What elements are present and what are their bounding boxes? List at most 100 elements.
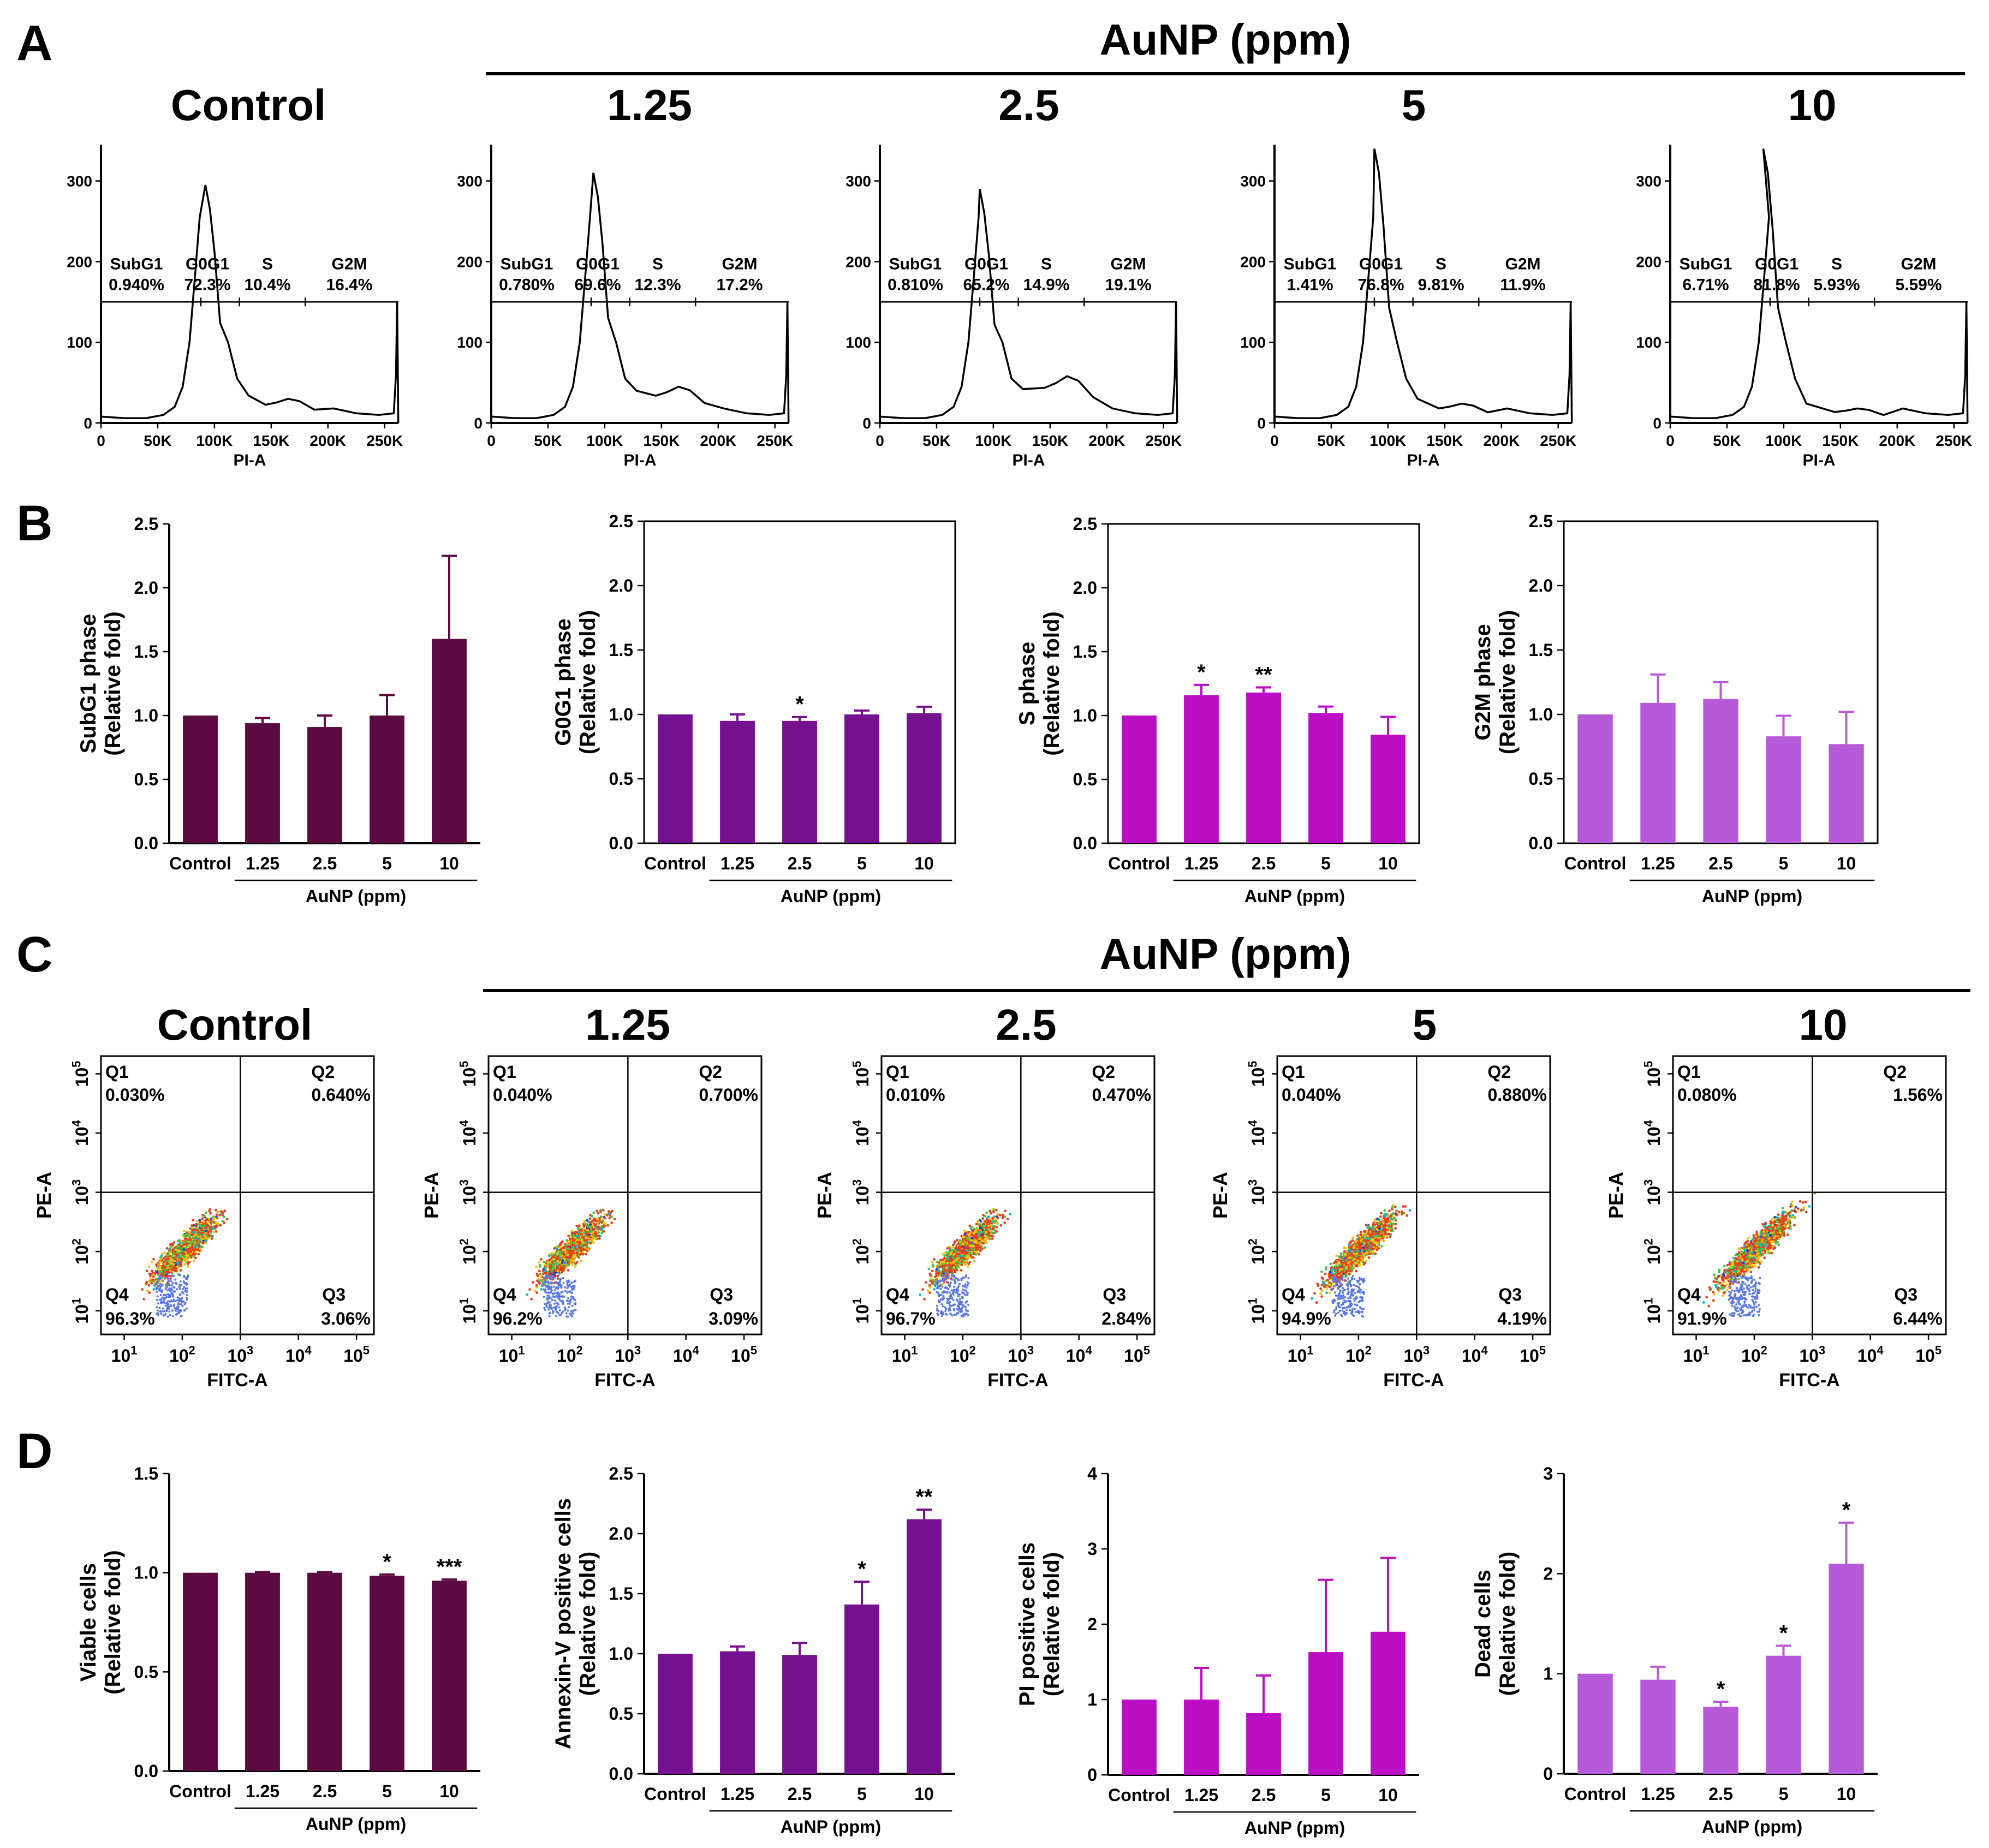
- scatter-point: [600, 1227, 604, 1230]
- scatter-point: [547, 1301, 550, 1303]
- scatter-point: [219, 1212, 223, 1215]
- scatter-point: [185, 1254, 188, 1257]
- gate-value: 5.59%: [1895, 276, 1942, 294]
- scatter-point: [571, 1312, 574, 1314]
- scatter-point: [184, 1235, 187, 1238]
- quadrant-value-q4: 96.2%: [493, 1309, 543, 1328]
- scatter-point: [565, 1315, 568, 1318]
- scatter-point: [150, 1281, 153, 1285]
- scatter-point: [574, 1303, 577, 1305]
- gate-value: 1.41%: [1287, 276, 1333, 294]
- scatter-point: [164, 1271, 166, 1274]
- scatter-point: [216, 1217, 219, 1220]
- quadrant-label-q4: Q4: [105, 1285, 129, 1304]
- scatter-point: [146, 1289, 149, 1292]
- panel-c-title-1-25: 1.25: [585, 1000, 670, 1049]
- scatter-point: [162, 1266, 165, 1269]
- panel-label-d: D: [16, 1423, 52, 1479]
- category-label: 2.5: [1252, 854, 1276, 873]
- scatter-point: [198, 1245, 200, 1248]
- scatter-point: [188, 1244, 192, 1247]
- scatter-point: [992, 1218, 996, 1221]
- scatter-point: [169, 1269, 172, 1272]
- scatter-point: [557, 1284, 560, 1286]
- scatter-point: [159, 1279, 162, 1283]
- scatter-point: [186, 1293, 188, 1296]
- x-tick-label: 200K: [309, 432, 346, 449]
- scatter-point: [188, 1247, 192, 1250]
- scatter-point: [565, 1280, 568, 1283]
- scatter-point: [559, 1299, 562, 1302]
- scatter-point: [556, 1282, 558, 1285]
- scatter-point: [182, 1252, 186, 1255]
- scatter-point: [549, 1292, 551, 1294]
- scatter-point: [186, 1297, 188, 1299]
- scatter-point: [571, 1263, 574, 1266]
- y-tick-label: 0: [84, 415, 92, 432]
- scatter-point: [931, 1269, 934, 1273]
- scatter-point: [597, 1225, 600, 1229]
- scatter-point: [189, 1250, 192, 1254]
- bar-1: [1640, 702, 1676, 843]
- scatter-point: [553, 1247, 556, 1250]
- gate-value: 0.940%: [109, 276, 164, 294]
- scatter-point: [556, 1269, 559, 1272]
- scatter-point: [586, 1233, 589, 1236]
- y-tick-label: 200: [845, 253, 871, 270]
- scatter-point: [171, 1253, 175, 1256]
- scatter-point: [566, 1248, 569, 1250]
- scatter-point: [170, 1280, 172, 1283]
- gate-label: S: [652, 255, 663, 273]
- scatter-point: [531, 1281, 534, 1284]
- bar-4: [1371, 735, 1406, 843]
- scatter-point: [215, 1213, 218, 1217]
- category-label: 2.5: [313, 854, 337, 873]
- y-tick-label: 0: [862, 415, 871, 432]
- scatter-point: [156, 1295, 159, 1298]
- gate-label: S: [1436, 255, 1446, 273]
- scatter-point: [552, 1267, 555, 1269]
- scatter-point: [570, 1281, 573, 1284]
- scatter-point: [574, 1265, 577, 1268]
- scatter-point: [159, 1258, 162, 1261]
- scatter-point: [163, 1314, 166, 1316]
- scatter-point: [586, 1219, 588, 1222]
- gate-label: G0G1: [1755, 255, 1799, 273]
- scatter-point: [183, 1243, 186, 1245]
- panel-c-titles: Control 1.25 2.5 5 10: [157, 1000, 1848, 1049]
- scatter-point: [183, 1309, 186, 1312]
- scatter-point: [180, 1250, 183, 1253]
- scatter-point: [152, 1288, 156, 1291]
- gate-label: G0G1: [186, 255, 229, 273]
- gate-value: 11.9%: [1500, 276, 1545, 294]
- scatter-point: [975, 1250, 978, 1254]
- scatter-point: [976, 1227, 980, 1230]
- scatter-point: [607, 1210, 610, 1213]
- scatter-point: [555, 1256, 558, 1260]
- scatter-point: [573, 1254, 575, 1257]
- histogram-curve: [1670, 148, 1969, 424]
- scatter-point: [562, 1252, 565, 1255]
- bar-0: [1577, 714, 1613, 843]
- category-label: 1.25: [1184, 854, 1218, 873]
- y-axis-title-unit: (Relative fold): [576, 610, 600, 754]
- scatter-point: [552, 1285, 555, 1288]
- scatter-point: [159, 1293, 162, 1296]
- histogram-curve: [879, 188, 1178, 424]
- scatter-point: [180, 1265, 182, 1268]
- scatter-point: [543, 1296, 545, 1298]
- scatter-point: [979, 1219, 981, 1222]
- scatter-point: [215, 1230, 218, 1233]
- scatter-point: [174, 1308, 177, 1310]
- gate-label: G2M: [722, 255, 757, 273]
- scatter-point: [181, 1300, 183, 1303]
- gate-label: G2M: [1110, 255, 1146, 273]
- scatter-point: [1004, 1209, 1007, 1213]
- y-tick-label: 0.0: [609, 833, 633, 853]
- scatter-point: [541, 1272, 545, 1275]
- scatter-point: [166, 1271, 170, 1274]
- x-tick-label: 250K: [1145, 432, 1182, 449]
- scatter-point: [568, 1306, 570, 1308]
- scatter-point: [219, 1224, 222, 1227]
